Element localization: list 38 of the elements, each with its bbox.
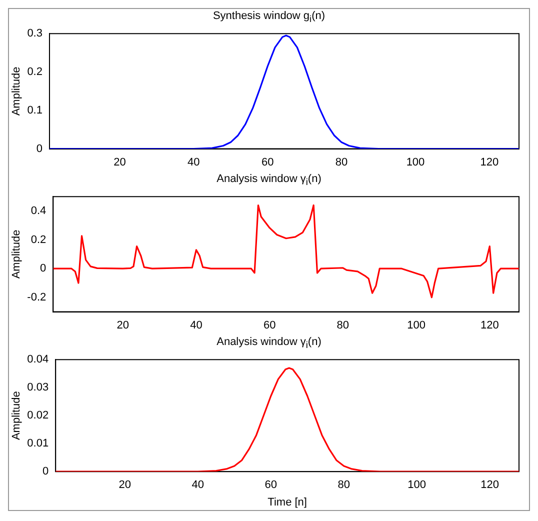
x-tick-label: 20 bbox=[118, 479, 132, 492]
x-tick-label: 120 bbox=[480, 479, 499, 492]
y-tick-label: 0.3 bbox=[27, 28, 42, 40]
y-tick-label: 0.2 bbox=[27, 66, 42, 78]
y-tick-label: 0.03 bbox=[27, 382, 49, 394]
x-tick-label: 120 bbox=[480, 319, 499, 332]
y-tick-label: 0.04 bbox=[27, 354, 49, 366]
x-tick-label: 80 bbox=[335, 156, 348, 168]
x-tick-label: 100 bbox=[408, 479, 426, 492]
x-tick-label: 60 bbox=[263, 319, 276, 332]
x-tick-label: 20 bbox=[114, 156, 126, 168]
chart-title: Analysis window γ$_{i}$(n) bbox=[216, 335, 322, 350]
x-tick-label: 40 bbox=[192, 479, 204, 492]
y-tick-label: -0.2 bbox=[27, 291, 46, 304]
x-tick-label: 80 bbox=[338, 479, 350, 492]
x-tick-label: 20 bbox=[116, 319, 129, 332]
y-tick-label: 0.2 bbox=[30, 234, 46, 246]
y-axis-title: Amplitude bbox=[10, 391, 23, 440]
x-tick-label: 60 bbox=[261, 156, 274, 168]
x-tick-label: 100 bbox=[407, 319, 426, 332]
x-tick-label: 40 bbox=[188, 156, 200, 168]
y-tick-label: 0 bbox=[40, 262, 46, 275]
x-tick-label: 100 bbox=[406, 156, 425, 168]
y-tick-label: 0 bbox=[36, 142, 42, 155]
y-tick-label: 0.01 bbox=[27, 438, 49, 450]
x-tick-label: 120 bbox=[480, 156, 499, 168]
y-tick-label: 0.02 bbox=[27, 410, 49, 422]
x-tick-label: 80 bbox=[336, 319, 350, 332]
y-tick-label: 0 bbox=[42, 466, 49, 478]
y-tick-label: 0.1 bbox=[27, 104, 42, 116]
x-tick-label: 40 bbox=[190, 319, 202, 332]
y-axis-title: Amplitude bbox=[10, 66, 23, 116]
y-axis-title: Amplitude bbox=[10, 230, 23, 279]
chart-title: Analysis window γ$_{i}$(n) bbox=[216, 172, 322, 188]
x-axis-title: Time [n] bbox=[268, 496, 307, 508]
x-tick-label: 60 bbox=[264, 479, 278, 492]
y-tick-label: 0.4 bbox=[30, 205, 46, 218]
chart-title: Synthesis window g$_{i}$(n) bbox=[212, 9, 326, 24]
